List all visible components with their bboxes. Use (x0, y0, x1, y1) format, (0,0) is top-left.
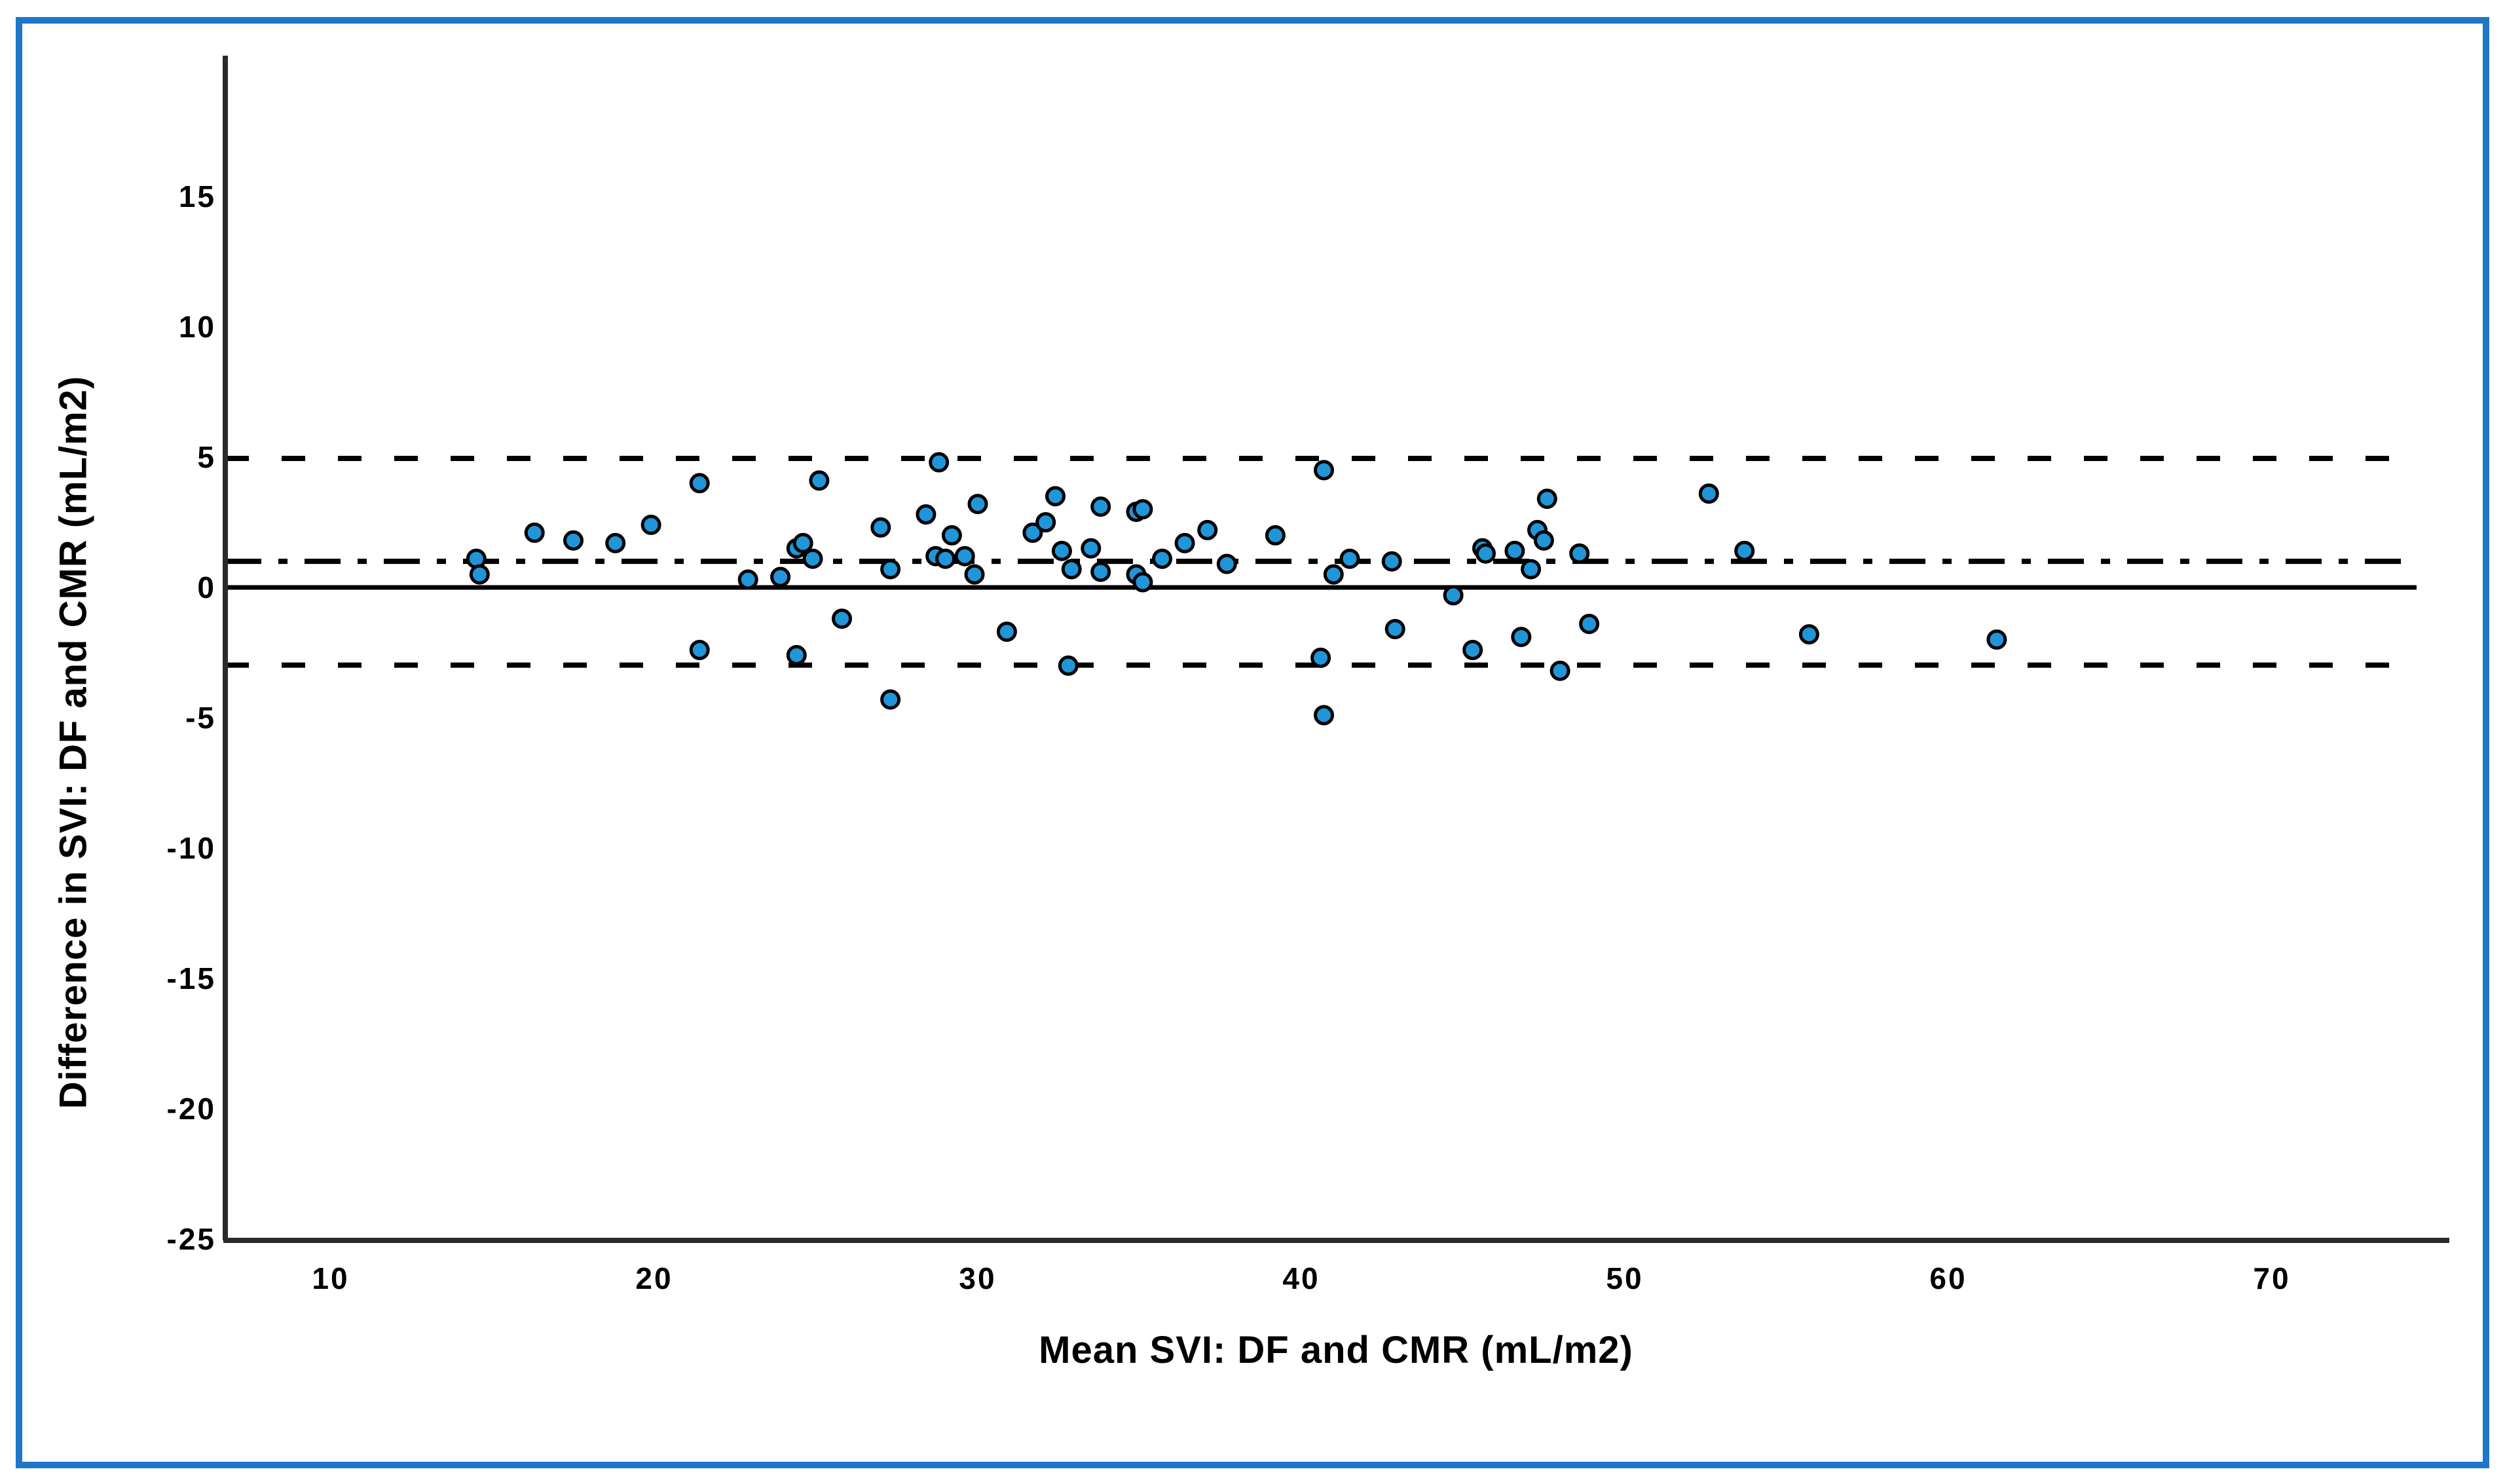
data-point (1384, 619, 1405, 640)
data-point (1132, 499, 1153, 520)
y-tick-label: -5 (185, 701, 216, 735)
data-point (1310, 647, 1331, 668)
data-point (1443, 585, 1464, 606)
figure-border (16, 17, 2489, 1468)
y-tick-label: -15 (166, 961, 216, 995)
data-point (1475, 543, 1496, 564)
data-point (1045, 486, 1066, 507)
data-point (1462, 640, 1483, 660)
data-point (832, 608, 852, 629)
data-point (1698, 483, 1719, 504)
data-point (1314, 705, 1334, 726)
data-point (1533, 530, 1554, 551)
data-point (880, 559, 901, 580)
axis-spines (223, 56, 2449, 1243)
data-point (1323, 564, 1344, 585)
y-tick-label: -20 (166, 1092, 216, 1126)
data-point (1381, 551, 1402, 572)
data-point (640, 514, 661, 535)
data-point (1090, 496, 1111, 517)
data-point (1579, 614, 1600, 635)
data-point (809, 470, 830, 491)
data-point (1081, 538, 1102, 559)
data-point (1986, 629, 2007, 650)
data-point (792, 532, 813, 553)
data-point (941, 525, 962, 546)
data-point (954, 546, 975, 566)
data-point (996, 621, 1017, 642)
data-point (802, 548, 823, 569)
data-point (524, 522, 545, 543)
data-point (1216, 553, 1237, 574)
x-tick-label: 40 (1282, 1261, 1320, 1295)
reference-lines (225, 455, 2417, 668)
data-point (689, 473, 710, 494)
data-point (1051, 540, 1072, 561)
x-tick-label: 60 (1929, 1261, 1967, 1295)
data-point (1339, 548, 1360, 569)
y-axis-title: Difference in SVI: DF and CMR (mL/m2) (52, 375, 95, 1109)
data-point (880, 689, 901, 710)
data-point (770, 566, 791, 587)
x-tick-label: 10 (312, 1261, 350, 1295)
data-point (1549, 660, 1570, 681)
data-point (967, 494, 988, 515)
data-point (1174, 532, 1195, 553)
data-point (1058, 655, 1079, 676)
scatter-points (466, 452, 2007, 726)
data-point (1569, 543, 1590, 564)
data-point (786, 644, 807, 665)
data-point (1536, 489, 1557, 510)
data-point (1798, 624, 1819, 645)
data-point (689, 640, 710, 660)
data-point (1022, 522, 1043, 543)
data-point (1504, 540, 1525, 561)
y-tick-label: 15 (178, 179, 216, 213)
data-point (1734, 540, 1755, 561)
y-tick-label: -25 (166, 1222, 216, 1256)
data-point (469, 564, 490, 585)
data-point (870, 517, 891, 538)
data-point (737, 569, 758, 590)
x-tick-label: 50 (1606, 1261, 1644, 1295)
data-point (563, 530, 584, 551)
data-point (929, 452, 950, 473)
data-point (1265, 525, 1286, 546)
x-axis-title: Mean SVI: DF and CMR (mL/m2) (1039, 1329, 1633, 1371)
y-tick-label: 10 (178, 310, 216, 344)
data-point (605, 532, 626, 553)
data-point (916, 504, 937, 525)
x-tick-label: 20 (635, 1261, 673, 1295)
data-point (935, 548, 956, 569)
data-point (1511, 627, 1532, 648)
y-tick-label: 0 (197, 570, 216, 604)
x-tick-label: 70 (2253, 1261, 2291, 1295)
data-point (1035, 512, 1056, 532)
y-tick-label: 5 (197, 440, 216, 474)
data-point (1197, 519, 1218, 540)
data-point (1314, 460, 1334, 481)
x-tick-label: 30 (959, 1261, 997, 1295)
data-point (1132, 572, 1153, 593)
data-point (964, 564, 985, 585)
data-point (1521, 559, 1542, 580)
data-point (1152, 548, 1172, 569)
data-point (1061, 559, 1082, 580)
data-point (1090, 561, 1111, 582)
y-tick-label: -10 (166, 831, 216, 865)
